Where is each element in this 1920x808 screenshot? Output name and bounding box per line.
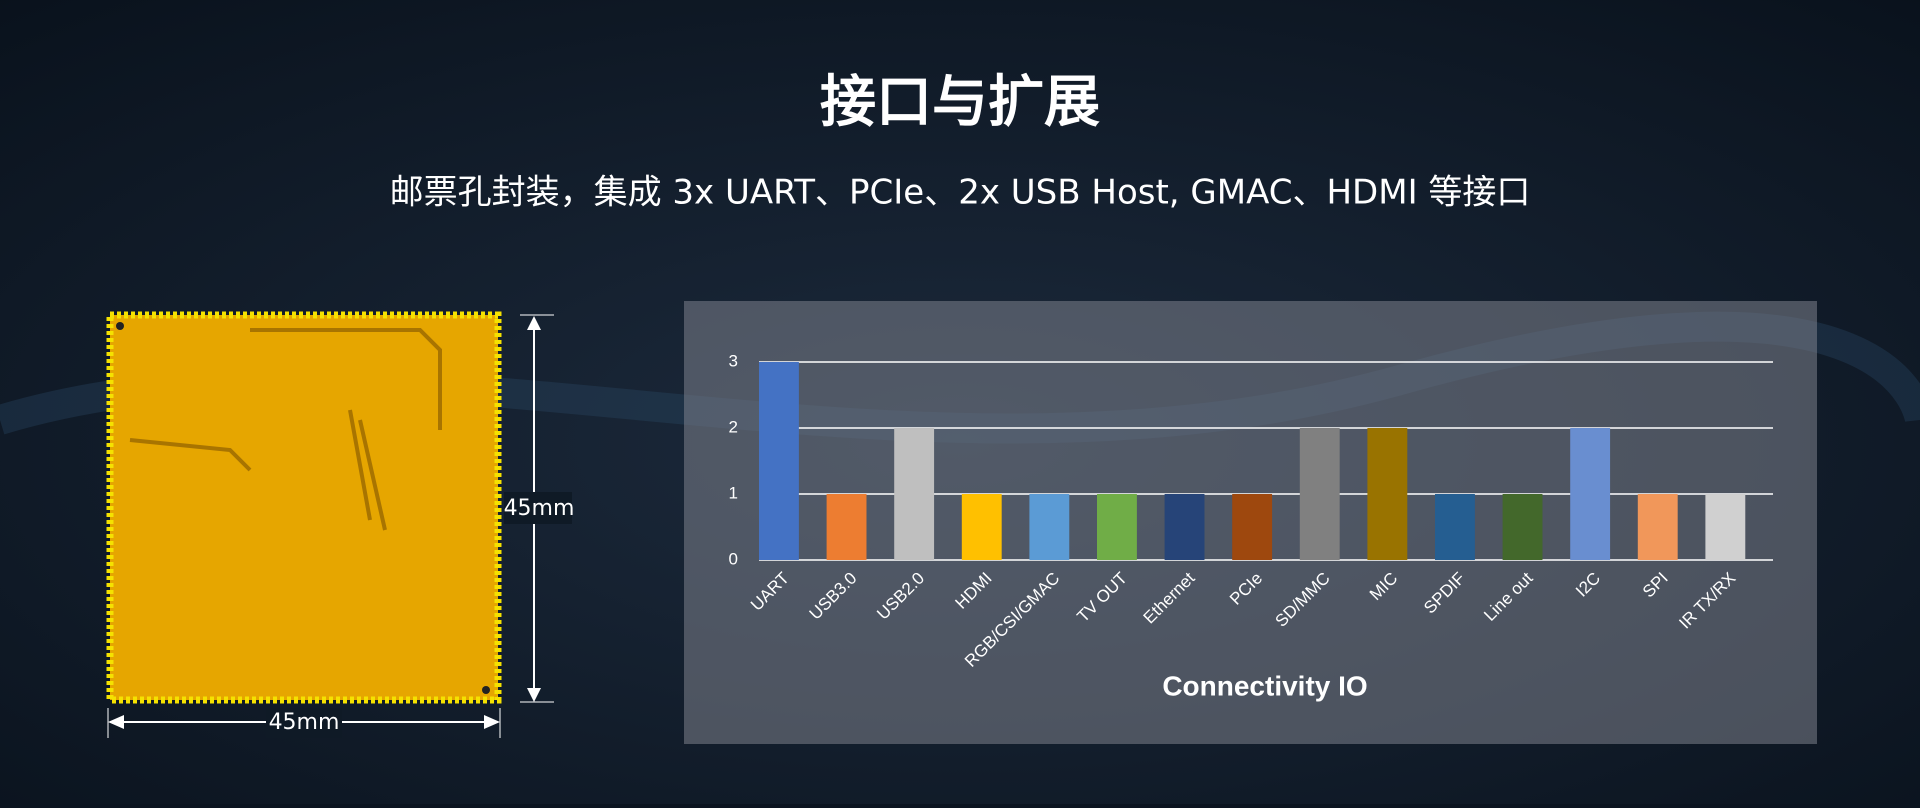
bar [1232, 494, 1273, 560]
bar [1570, 428, 1611, 560]
bar [759, 362, 799, 560]
label-bg [504, 492, 572, 524]
bar [961, 494, 1002, 560]
bar [1097, 494, 1137, 560]
bar [1705, 494, 1746, 560]
bar [1435, 494, 1475, 560]
bar [826, 494, 867, 560]
y-tick-label: 1 [729, 483, 738, 502]
height-label: 45mm [504, 496, 575, 521]
bar [1299, 428, 1340, 560]
bar [1164, 494, 1205, 560]
width-label: 45mm [269, 710, 340, 735]
y-tick-label: 3 [729, 351, 738, 370]
slide-subtitle: 邮票孔封装，集成 3x UART、PCIe、2x USB Host, GMAC、… [390, 173, 1531, 213]
bar [1029, 494, 1070, 560]
y-tick-label: 2 [729, 417, 738, 436]
board: 45mm 45mm [106, 311, 575, 738]
board-body [106, 311, 502, 704]
y-tick-label: 0 [729, 549, 738, 568]
board-traces [129, 328, 442, 531]
board-hole [482, 686, 490, 694]
bar [1502, 494, 1543, 560]
bar [1367, 428, 1408, 560]
board-hole [116, 322, 124, 330]
bar [894, 428, 935, 560]
label-bg [266, 708, 342, 738]
slide-title: 接口与扩展 [820, 70, 1100, 135]
bar [1637, 494, 1678, 560]
chart-title: Connectivity IO [1162, 670, 1367, 701]
